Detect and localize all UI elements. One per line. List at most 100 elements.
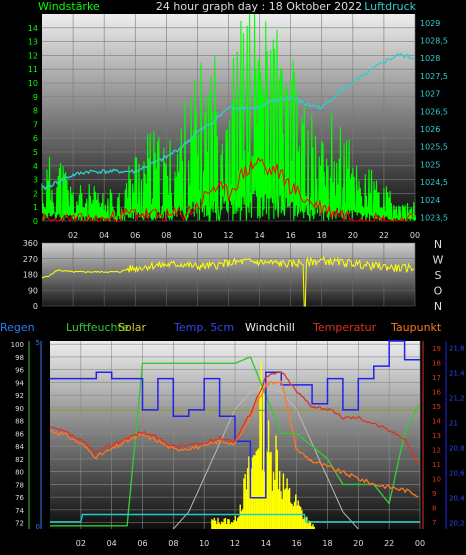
temperature-tick-label: 12 [432, 446, 441, 454]
x-tick-label: 00 [410, 231, 420, 240]
humidity-tick-label: 100 [11, 341, 24, 349]
wind-x-axis-ticks: 02 04 06 08 10 12 14 16 18 20 22 00 [68, 231, 420, 240]
wind-tick-label: 0 [33, 217, 38, 226]
pressure-tick-label: 1028,5 [420, 37, 448, 46]
legend-dewpoint: Taupunkt [390, 321, 442, 334]
wind-tick-label: 7 [33, 120, 38, 129]
x-tick-label: 16 [286, 231, 296, 240]
x-tick-label: 02 [76, 539, 86, 548]
x-tick-label: 22 [379, 231, 389, 240]
temperature-tick-label: 19 [432, 345, 441, 353]
x-tick-label: 04 [99, 231, 109, 240]
wind-direction-line [41, 255, 415, 307]
x-tick-label: 04 [107, 539, 117, 548]
wind-tick-label: 9 [33, 93, 38, 102]
temperature-tick-label: 15 [432, 403, 441, 411]
wind-tick-label: 8 [33, 107, 38, 116]
rain-baseline-line [50, 513, 420, 523]
x-tick-label: 02 [68, 231, 78, 240]
pressure-tick-label: 1028 [420, 54, 440, 63]
pressure-tick-label: 1025 [420, 160, 440, 169]
legend-soil-temp: Temp. 5cm [173, 321, 234, 334]
humidity-tick-label: 74 [15, 507, 24, 515]
dewpoint-line [49, 380, 419, 498]
x-tick-label: 00 [415, 539, 425, 548]
compass-label: N [434, 300, 442, 313]
legend-rain: Regen [0, 321, 35, 334]
wind-tick-label: 6 [33, 134, 38, 143]
x-tick-label: 18 [317, 231, 327, 240]
pressure-tick-label: 1026 [420, 125, 440, 134]
x-tick-label: 20 [348, 231, 358, 240]
humidity-tick-label: 72 [15, 520, 24, 528]
x-tick-label: 12 [230, 539, 240, 548]
x-tick-label: 10 [192, 231, 202, 240]
soil-tick-label: 20,8 [449, 445, 465, 453]
x-tick-label: 08 [168, 539, 178, 548]
pressure-tick-label: 1029 [420, 19, 440, 28]
chart-title: 24 hour graph day : 18 Oktober 2022 [156, 0, 362, 13]
humidity-tick-label: 86 [15, 430, 24, 438]
x-tick-label: 16 [292, 539, 302, 548]
humidity-tick-label: 88 [15, 418, 24, 426]
soil-tick-label: 21,2 [449, 394, 465, 402]
humidity-tick-label: 90 [15, 405, 24, 413]
temperature-tick-label: 18 [432, 360, 441, 368]
temperature-tick-label: 16 [432, 389, 441, 397]
temperature-tick-label: 14 [432, 418, 441, 426]
legend: Regen Luftfeuchte Solar Temp. 5cm Windch… [0, 321, 442, 334]
humidity-tick-label: 96 [15, 367, 24, 375]
wind-tick-label: 4 [33, 162, 38, 171]
x-tick-label: 06 [137, 539, 147, 548]
soil-tick-label: 20,4 [449, 495, 465, 503]
x-tick-label: 14 [254, 231, 264, 240]
climate-x-axis-ticks: 02 04 06 08 10 12 14 16 18 20 22 00 [76, 539, 425, 548]
humidity-tick-label: 92 [15, 392, 24, 400]
temperature-tick-label: 17 [432, 374, 441, 382]
x-tick-label: 12 [223, 231, 233, 240]
rain-tick-label: 5 [36, 339, 40, 347]
x-tick-label: 20 [353, 539, 363, 548]
temperature-tick-label: 10 [432, 475, 441, 483]
legend-temperature: Temperatur [312, 321, 377, 334]
x-tick-label: 10 [199, 539, 209, 548]
direction-tick-label: 0 [33, 302, 38, 311]
x-tick-label: 06 [130, 231, 140, 240]
wind-tick-label: 5 [33, 148, 38, 157]
direction-tick-label: 360 [23, 239, 38, 248]
x-tick-label: 18 [322, 539, 332, 548]
climate-grid [50, 341, 421, 529]
humidity-tick-label: 78 [15, 481, 24, 489]
wind-tick-label: 11 [28, 65, 38, 74]
temperature-tick-label: 9 [432, 490, 436, 498]
wind-tick-label: 1 [33, 203, 38, 212]
soil-tick-label: 21,4 [449, 369, 465, 377]
humidity-tick-label: 84 [15, 443, 24, 451]
rain-tick-label: 0 [36, 523, 40, 531]
compass-label: W [433, 254, 444, 267]
temperature-tick-label: 13 [432, 432, 441, 440]
humidity-tick-label: 98 [15, 354, 24, 362]
temperature-tick-label: 7 [432, 519, 436, 527]
direction-tick-label: 90 [28, 286, 38, 295]
wind-gust-line [41, 157, 414, 223]
direction-grid [42, 242, 416, 307]
pressure-tick-label: 1026,5 [420, 107, 448, 116]
pressure-tick-label: 1027 [420, 90, 440, 99]
legend-humidity: Luftfeuchte [66, 321, 129, 334]
compass-label: O [434, 285, 443, 298]
direction-series [41, 255, 415, 307]
temperature-tick-label: 11 [432, 461, 441, 469]
soil-tick-label: 20,2 [449, 520, 465, 528]
x-tick-label: 22 [384, 539, 394, 548]
pressure-tick-label: 1023,5 [420, 213, 448, 222]
wind-tick-label: 13 [28, 38, 38, 47]
wind-tick-label: 2 [33, 189, 38, 198]
wind-axis-title: Windstärke [38, 0, 100, 13]
pressure-tick-label: 1027,5 [420, 72, 448, 81]
wind-tick-label: 3 [33, 176, 38, 185]
wind-tick-label: 14 [28, 24, 38, 33]
